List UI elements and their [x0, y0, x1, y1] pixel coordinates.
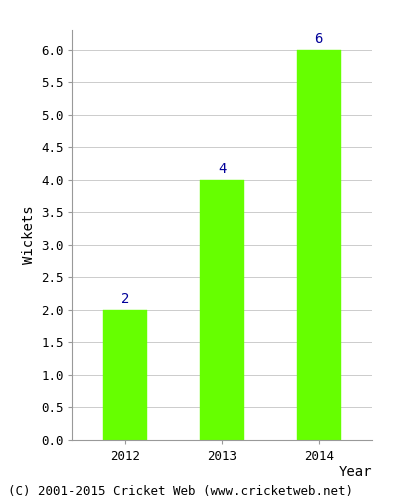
Text: (C) 2001-2015 Cricket Web (www.cricketweb.net): (C) 2001-2015 Cricket Web (www.cricketwe… — [8, 484, 353, 498]
Bar — [104, 310, 147, 440]
Text: 4: 4 — [218, 162, 226, 176]
Y-axis label: Wickets: Wickets — [22, 206, 36, 264]
Text: 6: 6 — [314, 32, 323, 46]
Text: Year: Year — [338, 464, 372, 478]
Text: 2: 2 — [121, 292, 130, 306]
Bar — [297, 50, 340, 440]
Bar — [200, 180, 244, 440]
